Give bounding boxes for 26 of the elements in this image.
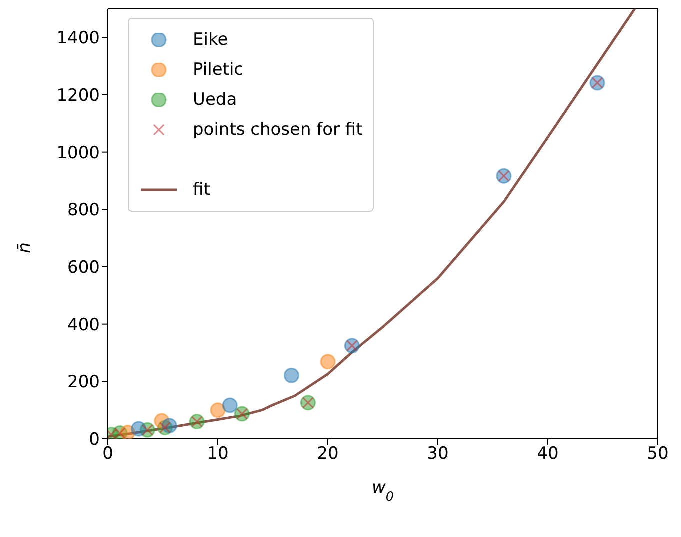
legend-label: Eike (193, 30, 228, 50)
point (320, 354, 336, 370)
x-tick-label: 20 (317, 444, 339, 464)
point (131, 421, 147, 437)
y-tick-label: 200 (68, 372, 100, 393)
point (210, 402, 226, 418)
legend-label: fit (193, 180, 210, 200)
y-axis-title: n̄ (15, 242, 35, 254)
x-axis-title: w$_{0}$ (372, 478, 394, 504)
legend-label: points chosen for fit (193, 120, 363, 140)
legend-label: Piletic (193, 60, 244, 80)
y-tick-label: 1200 (56, 86, 100, 106)
y-tick-label: 0 (89, 430, 100, 450)
point (284, 368, 300, 384)
x-tick-label: 0 (102, 444, 114, 464)
x-tick-label: 50 (647, 444, 669, 464)
legend-label: Ueda (193, 90, 238, 110)
y-tick-label: 1400 (56, 28, 100, 49)
y-tick-label: 1000 (56, 143, 100, 164)
x-tick-label: 10 (207, 444, 229, 464)
y-tick-label: 600 (68, 258, 100, 278)
y-tick-label: 400 (68, 315, 100, 336)
y-tick-label: 800 (68, 200, 100, 221)
x-tick-label: 30 (427, 444, 449, 464)
x-tick-label: 40 (537, 444, 559, 464)
point (222, 398, 238, 414)
